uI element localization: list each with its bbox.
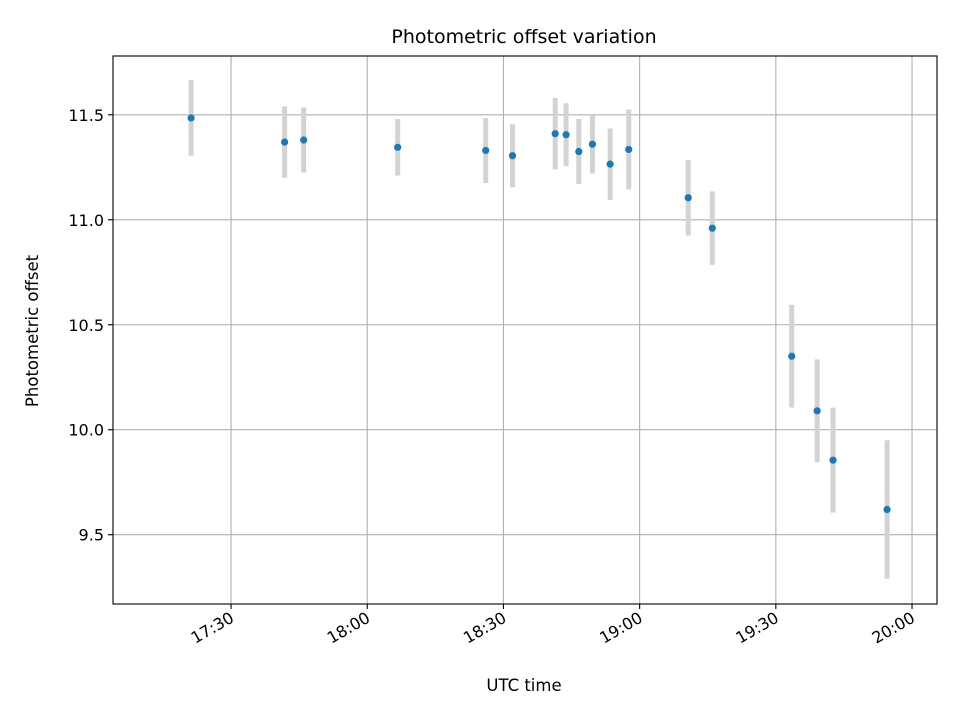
y-tick-label: 11.0 xyxy=(68,211,104,230)
data-point xyxy=(394,143,402,151)
data-point xyxy=(187,114,195,122)
error-bars xyxy=(188,80,890,579)
data-point xyxy=(625,145,633,154)
y-tick-label: 10.0 xyxy=(68,421,104,440)
data-point xyxy=(551,130,559,138)
grid-lines xyxy=(113,56,937,604)
x-tick-label: 18:30 xyxy=(460,608,509,648)
data-point xyxy=(562,131,570,139)
data-points xyxy=(187,114,891,514)
x-tick-label: 19:00 xyxy=(596,608,645,648)
data-point xyxy=(708,224,716,232)
data-point xyxy=(482,146,490,155)
x-axis-label: UTC time xyxy=(486,676,561,695)
data-point xyxy=(300,136,308,144)
x-tick-label: 19:30 xyxy=(732,608,781,648)
chart-title: Photometric offset variation xyxy=(391,26,656,48)
data-point xyxy=(829,456,837,464)
x-tick-label: 18:00 xyxy=(324,608,373,648)
data-point xyxy=(508,152,517,160)
data-point xyxy=(684,194,692,202)
data-point xyxy=(281,138,289,146)
y-axis-label: Photometric offset xyxy=(23,254,42,407)
y-tick-label: 10.5 xyxy=(68,316,104,335)
data-point xyxy=(575,147,583,156)
x-tick-label: 17:30 xyxy=(188,608,237,648)
data-point xyxy=(588,140,597,148)
x-tick-label: 20:00 xyxy=(869,608,918,648)
y-tick-label: 11.5 xyxy=(68,106,104,125)
data-point xyxy=(788,352,796,360)
plot-area-frame xyxy=(112,55,938,605)
y-tick-label: 9.5 xyxy=(79,526,104,545)
data-point xyxy=(883,505,891,514)
data-point xyxy=(606,160,614,168)
data-point xyxy=(813,407,821,415)
